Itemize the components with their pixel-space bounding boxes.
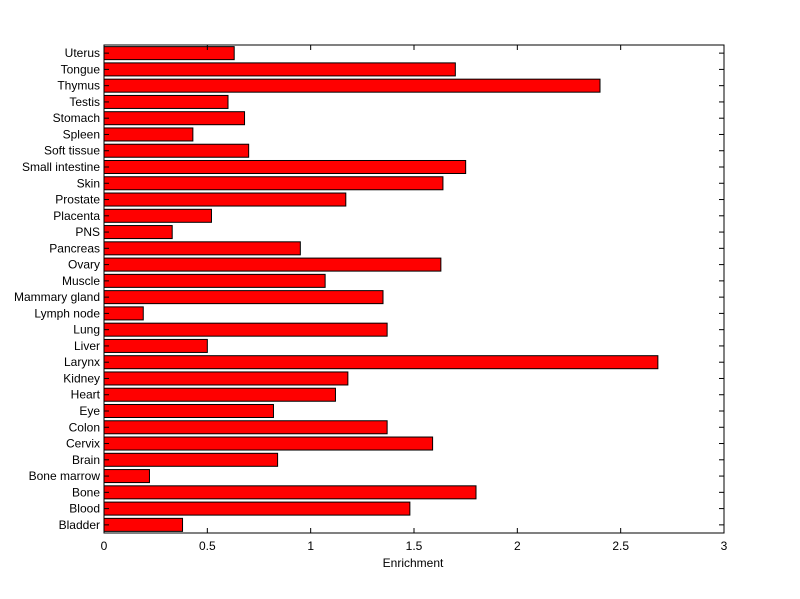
y-tick-label: Liver — [74, 339, 100, 353]
y-tick-label: PNS — [75, 225, 100, 239]
y-tick-label: Mammary gland — [14, 290, 100, 304]
y-tick-label: Bladder — [59, 518, 100, 532]
x-tick-label: 2.5 — [612, 539, 629, 553]
y-tick-label: Prostate — [55, 193, 100, 207]
x-axis-label: Enrichment — [383, 556, 444, 570]
y-tick-label: Heart — [71, 388, 101, 402]
y-tick-label: Placenta — [53, 209, 100, 223]
y-tick-label: Larynx — [64, 355, 100, 369]
x-tick-label: 0.5 — [199, 539, 216, 553]
bar-ovary — [103, 257, 442, 272]
bar-blood — [103, 501, 411, 516]
bar-prostate — [103, 192, 347, 207]
x-tick-label: 3 — [721, 539, 728, 553]
bar-muscle — [103, 273, 326, 288]
y-tick-label: Spleen — [63, 127, 100, 141]
bar-uterus — [103, 46, 235, 61]
bar-eye — [103, 403, 274, 419]
bar-bone — [103, 485, 477, 500]
x-tick-label: 0 — [101, 539, 108, 553]
bar-liver — [103, 338, 208, 353]
y-tick-label: Blood — [69, 502, 100, 516]
x-tick-label: 2 — [514, 539, 521, 553]
bar-tongue — [103, 62, 456, 77]
y-tick-label: Uterus — [65, 46, 100, 60]
bar-mammary-gland — [103, 290, 384, 305]
y-tick-label: Bone — [72, 485, 100, 499]
bar-pns — [103, 225, 173, 240]
y-tick-label: Pancreas — [49, 241, 100, 255]
y-tick-label: Lymph node — [34, 306, 100, 320]
y-tick-label: Muscle — [62, 274, 100, 288]
bar-kidney — [103, 371, 349, 386]
bar-heart — [103, 387, 336, 402]
y-tick-label: Lung — [73, 323, 100, 337]
bar-lung — [103, 322, 388, 337]
y-tick-label: Cervix — [66, 437, 100, 451]
bar-pancreas — [103, 241, 301, 256]
y-tick-label: Testis — [69, 95, 100, 109]
y-tick-label: Tongue — [61, 62, 101, 76]
y-tick-label: Thymus — [57, 79, 100, 93]
bar-bladder — [103, 517, 184, 532]
y-tick-label: Brain — [72, 453, 100, 467]
x-axis-ticks: 0 0.5 1 1.5 2 2.5 3 — [101, 45, 728, 553]
y-axis-ticks: Bladder Blood Bone Bone marrow Brain Cervix Co… — [14, 46, 724, 532]
bar-cervix — [103, 436, 434, 451]
x-tick-label: 1.5 — [406, 539, 423, 553]
y-tick-label: Stomach — [53, 111, 100, 125]
y-tick-label: Eye — [79, 404, 100, 418]
y-tick-label: Kidney — [63, 371, 100, 385]
bar-lymph-node — [103, 306, 144, 321]
bar-thymus — [103, 78, 601, 93]
bar-colon — [103, 420, 388, 435]
plot-frame — [103, 44, 725, 534]
y-tick-label: Bone marrow — [29, 469, 101, 483]
bar-skin — [103, 176, 444, 191]
bar-stomach — [103, 111, 246, 126]
bar-testis — [103, 94, 229, 109]
y-tick-label: Small intestine — [22, 160, 100, 174]
bar-larynx — [103, 355, 659, 370]
bar-spleen — [103, 127, 194, 142]
bar-soft-tissue — [103, 143, 250, 158]
x-tick-label: 1 — [307, 539, 314, 553]
bar-small-intestine — [103, 159, 467, 175]
y-tick-label: Skin — [77, 176, 100, 190]
y-tick-label: Ovary — [68, 258, 100, 272]
y-tick-label: Soft tissue — [44, 144, 100, 158]
bar-bone-marrow — [103, 469, 150, 484]
bar-placenta — [103, 208, 212, 223]
y-tick-label: Colon — [69, 420, 100, 434]
bar-brain — [103, 452, 279, 467]
plot-area — [104, 45, 724, 533]
